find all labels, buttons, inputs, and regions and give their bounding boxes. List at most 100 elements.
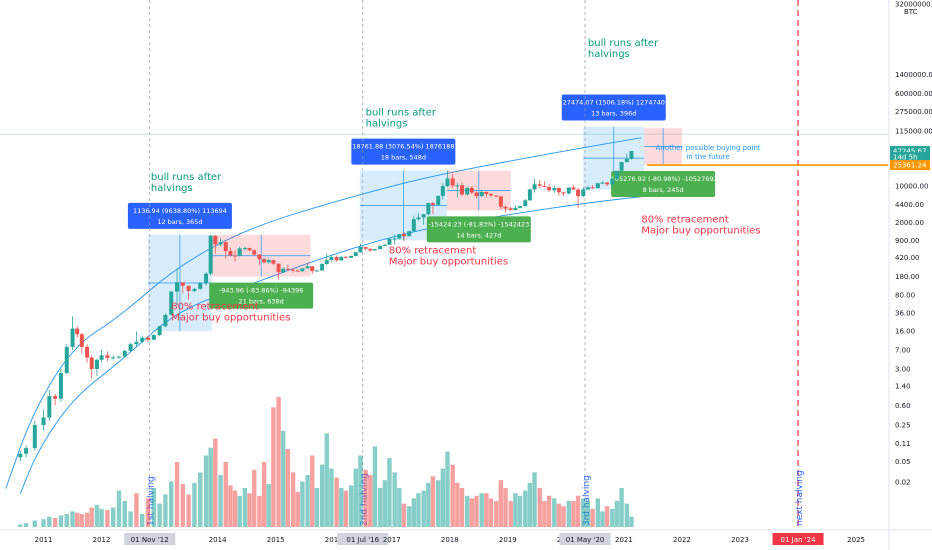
volume-bar-7 <box>64 514 69 527</box>
volume-bar-97 <box>517 495 523 527</box>
time-tick-15: 01 Jan '24 <box>781 536 817 544</box>
candle-body-104 <box>552 188 557 191</box>
time-tick-1: 2012 <box>93 536 111 544</box>
price-tick-18: 1.40 <box>895 383 911 391</box>
candles-layer <box>18 151 634 462</box>
price-label-0: 47245.67 <box>893 148 926 156</box>
volume-bar-64 <box>358 455 363 527</box>
volume-bar-18 <box>122 501 127 527</box>
candle-body-33 <box>208 235 213 274</box>
candle-body-93 <box>498 196 503 207</box>
price-label-bg-0 <box>890 146 930 157</box>
price-tick-8: 4400.00 <box>895 201 924 209</box>
volume-bar-55 <box>314 488 320 527</box>
measure-label-bars-1: 21 bars, 638d <box>239 298 284 306</box>
candle-body-39 <box>237 248 242 256</box>
time-tick-0: 2011 <box>35 536 53 544</box>
volume-bar-117 <box>614 501 620 527</box>
candle-body-25 <box>163 314 168 327</box>
volume-bar-36 <box>223 462 228 527</box>
candle-body-13 <box>94 359 99 369</box>
axis-unit-label: BTC <box>904 8 918 16</box>
volume-bar-84 <box>455 482 460 527</box>
candle-body-85 <box>459 185 464 195</box>
candle-body-5 <box>53 396 58 399</box>
volume-bar-37 <box>228 485 233 527</box>
volume-bar-88 <box>474 495 479 527</box>
annotation-3-line-0: 80% retracement <box>389 246 476 257</box>
annotation-4-line-1: halvings <box>588 49 630 60</box>
volume-bar-113 <box>595 498 601 527</box>
candle-body-109 <box>576 189 581 197</box>
volume-bar-87 <box>469 498 475 527</box>
volume-bar-50 <box>290 472 296 527</box>
volume-bar-15 <box>105 510 110 527</box>
price-tick-3: 275000.00 <box>895 108 932 116</box>
measure-label-bars-2: 18 bars, 548d <box>381 154 426 162</box>
candle-body-63 <box>353 252 358 256</box>
volume-bar-80 <box>435 480 441 527</box>
candle-body-19 <box>128 344 133 351</box>
volume-bar-101 <box>537 488 542 527</box>
measure-label-box-5 <box>611 171 716 198</box>
volume-bar-62 <box>348 485 354 527</box>
candle-body-56 <box>320 264 325 271</box>
candle-body-17 <box>116 356 121 358</box>
candle-body-38 <box>233 255 238 257</box>
candle-body-55 <box>314 270 319 272</box>
candle-body-74 <box>407 231 412 237</box>
volume-bar-54 <box>310 455 315 527</box>
candle-body-7 <box>64 346 69 374</box>
candle-body-97 <box>518 206 523 208</box>
candle-body-68 <box>378 246 383 250</box>
candle-body-83 <box>450 178 455 186</box>
volume-bar-5 <box>52 517 58 527</box>
candle-body-119 <box>624 159 629 163</box>
price-tick-15: 16.00 <box>895 328 915 336</box>
candle-body-28 <box>180 282 185 286</box>
candle-body-65 <box>363 246 368 249</box>
volume-bar-48 <box>281 430 286 527</box>
volume-bar-39 <box>237 495 242 527</box>
time-tick-highlight-15 <box>772 533 824 545</box>
time-tick-9: 2019 <box>499 536 517 544</box>
price-tick-13: 80.00 <box>895 291 915 299</box>
candle-body-16 <box>111 357 116 359</box>
volume-bar-44 <box>261 462 267 527</box>
candle-body-95 <box>508 208 513 211</box>
candle-body-29 <box>186 285 191 292</box>
candle-body-77 <box>421 214 426 218</box>
time-tick-6: 01 Jul '16 <box>346 536 379 544</box>
candle-body-26 <box>169 291 174 315</box>
volume-bar-29 <box>186 494 191 527</box>
price-label-bg-1 <box>890 152 930 163</box>
candle-body-41 <box>247 248 252 251</box>
candle-body-81 <box>440 186 445 196</box>
price-tick-17: 3.00 <box>895 365 911 373</box>
volume-bar-102 <box>542 501 547 527</box>
volume-bar-112 <box>590 508 595 527</box>
volume-bar-109 <box>575 495 581 527</box>
annotation-2-line-0: bull runs after <box>366 107 437 118</box>
volume-bar-24 <box>157 503 162 527</box>
price-tick-0: 32000000.00 <box>895 1 932 9</box>
measure-label-bars-3: 14 bars, 427d <box>456 231 501 239</box>
volume-bar-60 <box>339 488 344 527</box>
volume-bar-26 <box>169 481 174 527</box>
candle-body-71 <box>392 238 397 240</box>
candle-body-8 <box>70 328 75 347</box>
candle-body-27 <box>175 282 180 292</box>
candle-body-36 <box>223 242 228 252</box>
volume-bar-21 <box>139 514 145 527</box>
candle-body-9 <box>75 328 80 335</box>
candle-body-78 <box>426 203 431 215</box>
volume-bar-17 <box>116 490 122 527</box>
candle-body-86 <box>465 187 470 195</box>
time-tick-16: 2025 <box>847 536 865 544</box>
volume-bar-28 <box>180 484 186 527</box>
price-tick-12: 180.00 <box>895 273 920 281</box>
candle-body-113 <box>595 183 600 189</box>
